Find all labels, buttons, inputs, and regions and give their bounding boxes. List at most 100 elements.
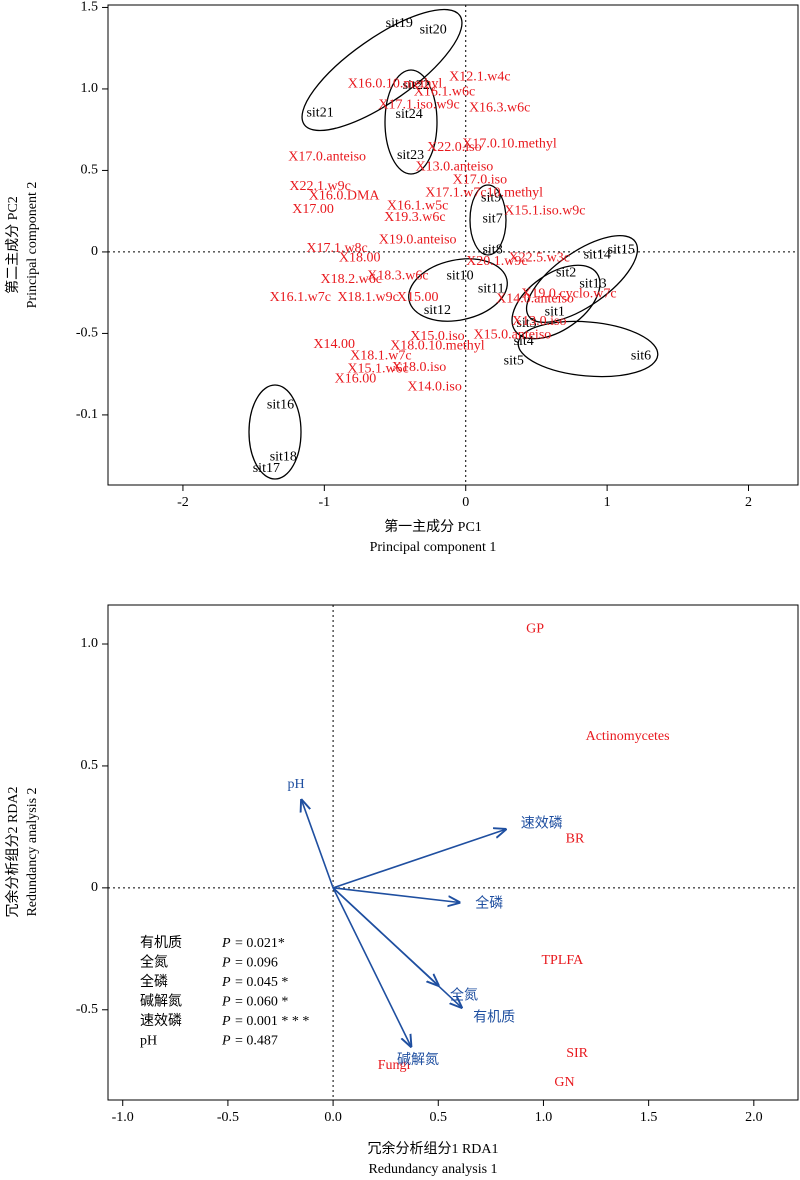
point-label: X18.2.w6c: [320, 272, 381, 287]
species-label: Actinomycetes: [586, 729, 670, 744]
x-tick-label: 2: [745, 495, 752, 510]
annotation-symbol: P: [221, 1034, 231, 1049]
annotation-value: = 0.001 * * *: [235, 1014, 309, 1029]
annotation-symbol: P: [221, 956, 231, 971]
species-label: GN: [554, 1075, 574, 1090]
point-label: X22.1.w9c: [289, 179, 350, 194]
arrow: [332, 887, 411, 1046]
x-axis-subtitle: Redundancy analysis 1: [368, 1162, 497, 1177]
point-label: X16.00: [335, 371, 377, 386]
point-label: X20.1.w9c: [466, 254, 527, 269]
y-tick-label: -0.1: [76, 407, 98, 422]
point-label: X18.0.iso: [392, 360, 446, 375]
point-label: sit21: [306, 106, 333, 121]
ellipse: [408, 258, 508, 322]
plot-frame: [107, 4, 799, 486]
point-label: X12.1.w4c: [449, 70, 510, 85]
y-axis-subtitle: Principal component 2: [25, 182, 40, 309]
x-axis-title: 第一主成分 PC1: [384, 518, 482, 535]
y-tick-label: 0.5: [81, 758, 99, 773]
annotation-label: 速效磷: [140, 1013, 182, 1029]
arrow: [302, 800, 334, 889]
point-label: X13.0.iso: [512, 314, 566, 329]
point-label: X17.0.iso: [453, 172, 507, 187]
y-axis-title: 第二主成分 PC2: [4, 196, 21, 294]
arrow-label: 速效磷: [521, 815, 563, 831]
annotation-value: = 0.487: [235, 1034, 278, 1049]
x-tick-label: 1.5: [640, 1110, 658, 1125]
annotation-value: = 0.060 *: [235, 995, 288, 1010]
point-label: sit11: [478, 282, 505, 297]
annotation-label: 全氮: [140, 954, 168, 971]
arrow-label: 有机质: [473, 1009, 515, 1025]
annotation-label: 全磷: [140, 973, 168, 990]
species-label: GP: [526, 622, 544, 637]
x-tick-label: -0.5: [217, 1110, 239, 1125]
y-axis-title: 冗余分析组分2 RDA2: [4, 786, 21, 917]
point-label: X16.0.10.methyl: [348, 76, 443, 91]
point-label: X22.5.w3c: [509, 251, 570, 266]
x-axis-title: 冗余分析组分1 RDA1: [367, 1140, 498, 1157]
point-label: sit3: [516, 316, 536, 331]
point-label: X15.0.iso: [410, 329, 464, 344]
ellipse: [511, 264, 601, 340]
x-tick-label: 1: [604, 495, 611, 510]
x-tick-label: -1.0: [112, 1110, 134, 1125]
ellipse: [248, 384, 302, 480]
x-tick-label: 0.5: [430, 1110, 448, 1125]
y-tick-label: -0.5: [76, 326, 98, 341]
x-tick-label: 0.0: [324, 1110, 342, 1125]
y-tick-label: 1.0: [81, 636, 99, 651]
point-label: X14.0.iso: [407, 379, 461, 394]
x-tick-label: 0: [462, 495, 469, 510]
point-label: X17.1.iso.w9c: [378, 97, 459, 112]
point-label: sit24: [396, 107, 423, 122]
point-label: X19.3.w6c: [384, 210, 445, 225]
ellipse: [301, 8, 463, 132]
point-label: sit4: [514, 334, 534, 349]
annotation-symbol: P: [221, 936, 231, 951]
point-label: X16.1.w5c: [387, 199, 448, 214]
point-label: sit23: [397, 148, 424, 163]
point-label: sit13: [579, 277, 606, 292]
species-label: Fungi: [378, 1058, 411, 1073]
arrow-label: pH: [288, 777, 305, 792]
point-label: X15.00: [397, 290, 439, 305]
arrow: [332, 829, 506, 889]
point-label: X17.00: [292, 202, 334, 217]
point-label: X13.0.anteiso: [416, 159, 494, 174]
point-label: X18.3.w6c: [367, 269, 428, 284]
y-tick-label: 0: [91, 244, 98, 259]
point-label: sit6: [631, 348, 651, 363]
point-label: sit1: [545, 304, 565, 319]
group-ellipses: [248, 8, 659, 480]
y-axis-subtitle: Redundancy analysis 2: [25, 787, 40, 916]
point-label: sit15: [608, 243, 635, 258]
point-label: sit18: [270, 450, 297, 465]
point-label: sit22: [403, 78, 430, 93]
point-label: sit14: [584, 247, 611, 262]
species-label: BR: [566, 831, 585, 846]
point-label: X16.3.w6c: [469, 101, 530, 116]
point-label: X16.0.DMA: [309, 189, 381, 204]
annotation-label: pH: [140, 1034, 157, 1049]
arrow-label: 全磷: [475, 895, 503, 912]
y-tick-label: -0.5: [76, 1002, 98, 1017]
point-label: sit5: [504, 353, 524, 368]
point-label: X19.0.cyclo.w7c: [521, 287, 616, 302]
annotation-value: = 0.045 *: [235, 975, 288, 990]
y-tick-label: 0: [91, 880, 98, 895]
arrow: [332, 887, 459, 903]
annotation-value: = 0.021*: [235, 936, 285, 951]
arrow: [332, 887, 461, 1007]
point-label: X18.0.10.methyl: [390, 339, 485, 354]
x-tick-label: 1.0: [535, 1110, 553, 1125]
point-label: X16.1.w7c: [270, 290, 331, 305]
point-label: sit10: [446, 269, 473, 284]
annotation-symbol: P: [221, 1014, 231, 1029]
annotation-symbol: P: [221, 995, 231, 1010]
point-label: X15.1.iso.w9c: [504, 203, 585, 218]
point-label: X14.00: [313, 337, 355, 352]
point-label: X15.0.anteiso: [474, 327, 552, 342]
